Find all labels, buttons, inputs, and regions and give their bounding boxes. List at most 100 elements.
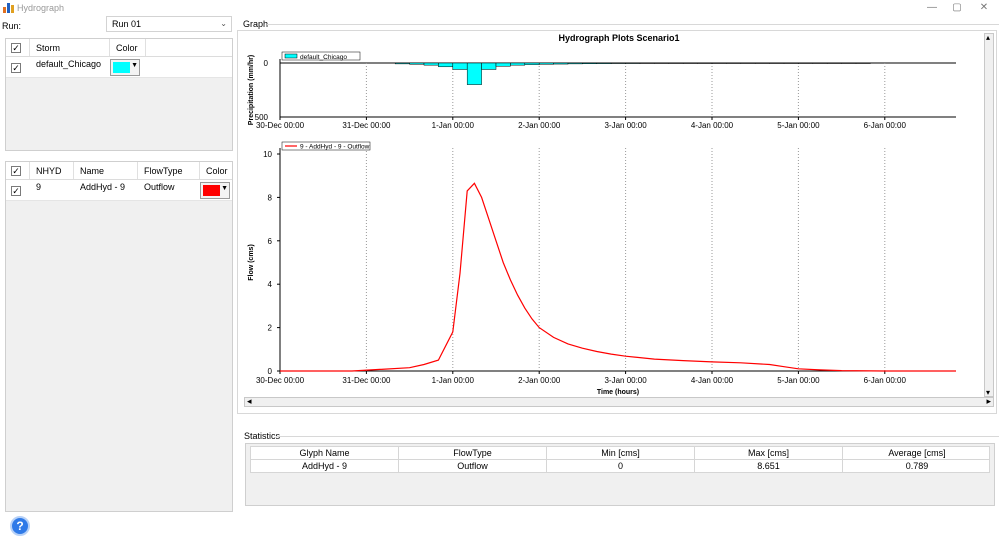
- precipitation-plot: 30-Dec 00:00 31-Dec 00:00 1-Jan 00:00 2-Jan…: [248, 51, 956, 130]
- precip-bar[interactable]: [639, 62, 655, 64]
- column-header-flowtype[interactable]: FlowType: [138, 162, 200, 179]
- column-header-flowtype[interactable]: FlowType: [399, 447, 547, 459]
- precip-bar[interactable]: [812, 62, 828, 64]
- column-header-nhyd[interactable]: NHYD: [30, 162, 74, 179]
- precip-bar[interactable]: [582, 62, 598, 65]
- stats-header: Glyph Name FlowType Min [cms] Max [cms] …: [250, 446, 990, 460]
- precip-bar[interactable]: [567, 62, 583, 65]
- column-header-name[interactable]: Name: [74, 162, 138, 179]
- precip-bar[interactable]: [726, 62, 742, 64]
- flow-x-axis-label: Time (hours): [597, 389, 639, 396]
- precip-bar[interactable]: [423, 62, 439, 66]
- y-tick-label: 8: [268, 193, 273, 202]
- hydrograph-table: ✓ NHYD Name FlowType Color ✓ 9 AddHyd - …: [5, 161, 233, 512]
- help-icon[interactable]: ?: [10, 516, 30, 536]
- horizontal-scrollbar[interactable]: ◂ ▸: [244, 396, 994, 407]
- y-tick-label: 6: [268, 237, 273, 246]
- storm-row-checkbox[interactable]: ✓: [11, 63, 21, 73]
- maximize-button[interactable]: ▢: [952, 2, 962, 13]
- precip-bar[interactable]: [538, 62, 554, 65]
- y-tick-label: 2: [268, 324, 273, 333]
- x-tick-label: 5-Jan 00:00: [777, 376, 820, 385]
- vertical-scrollbar[interactable]: ▴ ▾: [984, 33, 994, 397]
- storm-color-picker[interactable]: ▼: [110, 59, 140, 76]
- dropdown-arrow-icon: ▼: [221, 185, 228, 192]
- hyd-name: AddHyd - 9: [80, 182, 126, 192]
- hyd-color-picker[interactable]: ▼: [200, 182, 230, 199]
- chevron-down-icon: ⌄: [220, 19, 227, 28]
- hyd-row-checkbox[interactable]: ✓: [11, 186, 21, 196]
- precip-legend-box: [281, 51, 361, 61]
- stats-max: 8.651: [695, 460, 843, 472]
- column-header-storm[interactable]: Storm: [30, 39, 110, 56]
- precip-bar[interactable]: [769, 62, 785, 64]
- run-select[interactable]: Run 01 ⌄: [106, 16, 232, 32]
- x-tick-label: 4-Jan 00:00: [691, 121, 734, 130]
- x-tick-label: 2-Jan 00:00: [518, 376, 561, 385]
- precip-bar[interactable]: [438, 62, 454, 68]
- stats-flowtype: Outflow: [399, 460, 547, 472]
- graph-group-label: Graph: [243, 19, 269, 29]
- precip-bar[interactable]: [682, 62, 698, 64]
- column-header-glyph-name[interactable]: Glyph Name: [251, 447, 399, 459]
- stats-glyph-name: AddHyd - 9: [251, 460, 399, 472]
- column-header-color[interactable]: Color: [110, 39, 146, 56]
- hydrograph-chart[interactable]: Hydrograph Plots Scenario1 30-Dec 00:00 3…: [244, 33, 984, 397]
- precip-bar[interactable]: [798, 62, 814, 64]
- table-row[interactable]: ✓ default_Chicago ▼: [6, 57, 232, 78]
- window-title: Hydrograph: [17, 3, 65, 13]
- y-tick-label: 0: [264, 59, 269, 68]
- precip-bar[interactable]: [668, 62, 684, 64]
- precip-bar[interactable]: [510, 62, 526, 66]
- run-label: Run:: [2, 21, 22, 31]
- precip-bar[interactable]: [697, 62, 713, 64]
- storm-table-header: ✓ Storm Color: [6, 39, 232, 57]
- minimize-button[interactable]: —: [927, 2, 937, 13]
- precip-bar[interactable]: [481, 62, 497, 70]
- scroll-up-icon[interactable]: ▴: [986, 33, 991, 42]
- column-header-average[interactable]: Average [cms]: [888, 448, 946, 458]
- precip-bar[interactable]: [553, 62, 569, 65]
- precip-bar[interactable]: [826, 62, 842, 64]
- column-header-color[interactable]: Color: [206, 166, 228, 176]
- precip-bar[interactable]: [610, 62, 626, 64]
- storm-table: ✓ Storm Color ✓ default_Chicago ▼: [5, 38, 233, 151]
- precip-bar[interactable]: [495, 62, 511, 67]
- y-tick-label: 4: [268, 280, 273, 289]
- precip-bar[interactable]: [654, 62, 670, 64]
- scroll-down-icon[interactable]: ▾: [986, 388, 991, 397]
- precip-bar[interactable]: [754, 62, 770, 64]
- precip-bar[interactable]: [524, 62, 540, 65]
- precip-bar[interactable]: [625, 62, 641, 64]
- column-header-max[interactable]: Max [cms]: [695, 447, 843, 459]
- precip-bar[interactable]: [394, 62, 410, 65]
- precip-bar[interactable]: [855, 62, 871, 64]
- chart-background: [244, 33, 984, 397]
- scroll-right-icon[interactable]: ▸: [986, 396, 991, 406]
- stats-min: 0: [547, 460, 695, 472]
- table-row[interactable]: AddHyd - 9 Outflow 0 8.651 0.789: [250, 459, 990, 473]
- precip-bar[interactable]: [711, 62, 727, 64]
- flow-series-line[interactable]: [280, 182, 956, 372]
- close-button[interactable]: ✕: [979, 2, 989, 13]
- table-row[interactable]: ✓ 9 AddHyd - 9 Outflow ▼: [6, 180, 232, 201]
- select-all-storms-checkbox[interactable]: ✓: [11, 43, 21, 53]
- precip-bar[interactable]: [596, 62, 612, 64]
- color-swatch: [113, 62, 130, 73]
- x-tick-label: 6-Jan 00:00: [864, 121, 907, 130]
- statistics-table: Glyph Name FlowType Min [cms] Max [cms] …: [245, 443, 995, 506]
- precip-bar[interactable]: [409, 62, 425, 65]
- precip-bar[interactable]: [452, 62, 468, 70]
- scroll-left-icon[interactable]: ◂: [247, 396, 252, 406]
- flow-y-axis-label: Flow (cms): [248, 244, 255, 281]
- select-all-hyd-checkbox[interactable]: ✓: [11, 166, 21, 176]
- y-tick-label: 10: [263, 150, 272, 159]
- precip-bar[interactable]: [466, 62, 482, 85]
- precip-bar[interactable]: [740, 62, 756, 64]
- column-header-min[interactable]: Min [cms]: [547, 447, 695, 459]
- x-tick-label: 1-Jan 00:00: [432, 121, 475, 130]
- precip-bar[interactable]: [841, 62, 857, 64]
- x-tick-label: 30-Dec 00:00: [256, 376, 305, 385]
- x-tick-label: 1-Jan 00:00: [432, 376, 475, 385]
- precip-bar[interactable]: [783, 62, 799, 64]
